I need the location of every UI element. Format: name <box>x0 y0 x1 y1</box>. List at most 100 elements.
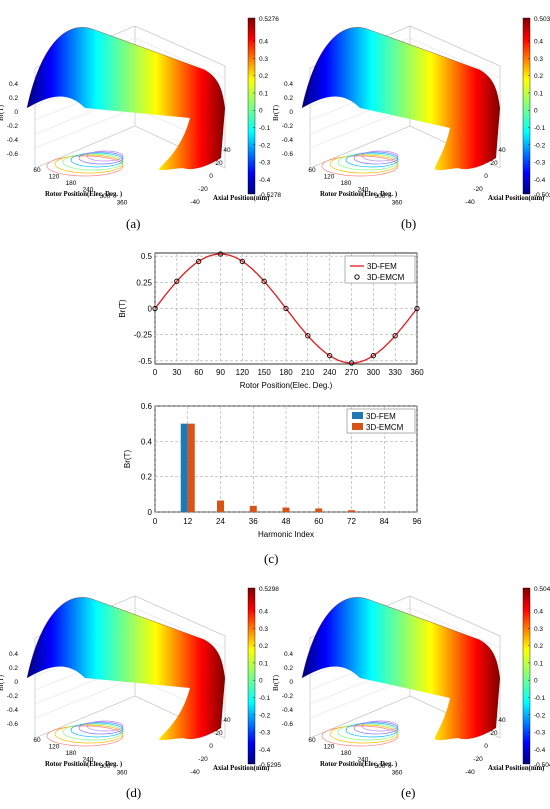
x-tick-label: 60 <box>314 517 323 526</box>
colorbar-tick-label: -0.3 <box>534 730 546 737</box>
colorbar-tick-label: 0.1 <box>534 90 543 97</box>
z-tick-label: -0.2 <box>7 123 19 130</box>
colorbar-tick-label: -0.3 <box>534 160 546 167</box>
y-tick-label: -40 <box>465 199 475 206</box>
surface-panel-a: 0.4 0.2 0 -0.2 -0.4 -0.6 Br(T) 60 120 180 240 300 36… <box>0 16 281 207</box>
z-tick-label: -0.4 <box>282 137 294 144</box>
colorbar-gradient <box>522 587 531 765</box>
z-axis-label: Br(T) <box>0 674 5 691</box>
grid-line <box>34 677 136 719</box>
colorbar-e: 0.5041 0.4 0.3 0.2 0.1 0 -0.1 -0.2 -0.3 -0.4 -0.50… <box>522 586 550 769</box>
x-tick-label: 24 <box>216 517 225 526</box>
x-tick-label: 300 <box>367 368 381 377</box>
grid-line <box>34 107 136 149</box>
contour-line <box>361 150 399 162</box>
colorbar-tick-label: 0.3 <box>259 626 268 633</box>
contour-line <box>329 154 399 174</box>
colorbar-d: 0.5298 0.4 0.3 0.2 0.1 0 -0.1 -0.2 -0.3 -0.4 -0.52… <box>247 586 281 769</box>
x-tick-label: 72 <box>347 517 356 526</box>
colorbar-tick-label: -0.1 <box>259 695 271 702</box>
z-tick-label: 0 <box>289 109 293 116</box>
x-tick-label: 360 <box>117 770 128 777</box>
colorbar-tick-label: 0 <box>534 678 538 685</box>
colorbar-tick-label: -0.4 <box>534 177 546 184</box>
z-tick-label: 0.2 <box>284 665 293 672</box>
x-tick-label: 240 <box>358 757 369 764</box>
data-point-3d-emcm <box>370 352 376 359</box>
z-tick-label: -0.2 <box>7 693 19 700</box>
surface-panel-e: 0.4 0.2 0 -0.2 -0.4 -0.6 Br(T) 60 120 180 240 300 36… <box>272 586 550 777</box>
bar-3d-emcm <box>249 505 257 512</box>
series-line-3d-fem <box>154 253 418 364</box>
x-tick-label: 120 <box>324 174 335 181</box>
y-tick-label: 40 <box>223 717 231 724</box>
panel-label-c: (c) <box>264 551 279 566</box>
colorbar-tick-label: -0.1 <box>259 125 271 132</box>
y-axis-label: Axial Position(mm) <box>213 765 269 772</box>
surface-b <box>302 27 500 171</box>
x-tick-label: 0 <box>153 368 158 377</box>
z-tick-label: 0.2 <box>284 95 293 102</box>
colorbar-tick-label: -0.1 <box>534 695 546 702</box>
colorbar-tick-label: 0.3 <box>534 626 543 633</box>
colorbar-tick-label: 0 <box>259 108 263 115</box>
x-tick-label: 120 <box>49 174 60 181</box>
data-point-3d-emcm <box>414 305 420 312</box>
data-point-3d-emcm <box>239 258 245 265</box>
grid-line <box>409 607 501 649</box>
z-tick-label: 0.4 <box>9 81 18 88</box>
data-point-3d-emcm <box>217 251 224 257</box>
colorbar-tick-label: -0.3 <box>259 160 271 167</box>
z-tick-label: 0 <box>14 679 18 686</box>
colorbar-tick-label: 0.4 <box>534 609 543 616</box>
data-point-3d-emcm <box>261 278 267 284</box>
data-point-3d-emcm <box>283 305 289 312</box>
contour-line <box>337 723 399 741</box>
x-axis-label: Rotor Position(Elec. Deg.) <box>240 381 333 390</box>
y-tick-label: 0.4 <box>141 437 153 446</box>
legend-label-3d-fem: 3D-FEM <box>367 262 397 271</box>
z-tick-label: 0.4 <box>9 651 18 658</box>
y-tick-label: 20 <box>215 160 223 167</box>
data-point-3d-emcm <box>327 352 333 359</box>
colorbar-gradient <box>247 17 256 195</box>
x-tick-label: 240 <box>323 368 337 377</box>
harmonic-bar-chart: 0 12 24 36 48 60 72 84 96 0 0.2 0.4 0.6 Harmonic Inde… <box>123 402 422 539</box>
legend: 3D-FEM 3D-EMCM <box>346 408 416 434</box>
y-tick-label: 0 <box>209 743 213 750</box>
y-tick-label: 20 <box>490 160 498 167</box>
x-tick-label: 120 <box>236 368 250 377</box>
x-tick-label: 270 <box>345 368 359 377</box>
z-tick-label: 0.2 <box>9 95 18 102</box>
z-tick-label: -0.4 <box>282 707 294 714</box>
data-point-3d-emcm <box>348 360 355 366</box>
z-tick-label: -0.4 <box>7 707 19 714</box>
x-tick-label: 60 <box>308 167 316 174</box>
contour-line <box>78 721 124 735</box>
surface-crest <box>301 597 481 679</box>
colorbar-max-label: 0.5039 <box>534 16 550 23</box>
contour-line <box>62 153 124 171</box>
colorbar-a: 0.5276 0.4 0.3 0.2 0.1 0 -0.1 -0.2 -0.3 -0.4 -0.52… <box>247 16 281 199</box>
surface-d <box>27 597 225 741</box>
colorbar-tick-label: -0.2 <box>259 712 271 719</box>
x-tick-label: 240 <box>83 187 94 194</box>
colorbar-tick-label: 0.3 <box>259 56 268 63</box>
y-tick-label: -20 <box>473 186 483 193</box>
z-tick-label: -0.4 <box>7 137 19 144</box>
colorbar-tick-label: 0.2 <box>534 73 543 80</box>
z-tick-label: -0.6 <box>282 151 294 158</box>
z-tick-label: -0.2 <box>282 693 294 700</box>
x-tick-label: 180 <box>279 368 293 377</box>
x-tick-label: 330 <box>388 368 402 377</box>
y-tick-label: 0.5 <box>141 252 153 261</box>
bar-3d-emcm <box>187 423 195 512</box>
contour-line <box>353 151 399 165</box>
contour-line <box>86 150 124 162</box>
x-tick-label: 240 <box>83 757 94 764</box>
x-tick-label: 120 <box>49 744 60 751</box>
x-tick-label: 84 <box>380 517 389 526</box>
y-tick-label: -40 <box>190 769 200 776</box>
colorbar-tick-label: 0.2 <box>259 73 268 80</box>
